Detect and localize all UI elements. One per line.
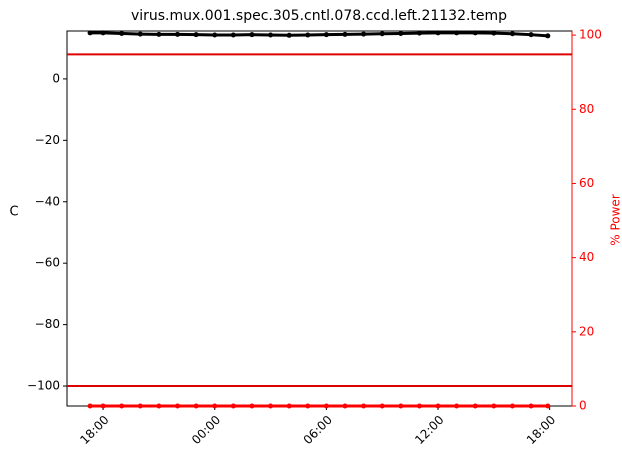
y-tick-label: −20: [35, 133, 60, 147]
y-tick-label: 0: [52, 71, 60, 85]
data-point: [249, 403, 255, 409]
data-point: [137, 403, 143, 409]
data-point: [361, 31, 367, 37]
data-point: [323, 403, 329, 409]
data-point: [379, 403, 385, 409]
data-point: [342, 31, 348, 37]
data-point: [87, 30, 93, 36]
y2-tick-label: 40: [579, 250, 594, 264]
y2-tick-label: 100: [579, 28, 602, 42]
x-tick-label: 18:00: [524, 413, 558, 447]
data-point: [100, 403, 106, 409]
y2-tick-label: 80: [579, 102, 594, 116]
series-line: [90, 31, 548, 38]
data-point: [87, 403, 93, 409]
data-point: [156, 31, 162, 37]
y2-tick-label: 60: [579, 176, 594, 190]
data-point: [398, 30, 404, 36]
data-point: [509, 403, 515, 409]
data-point: [286, 32, 292, 38]
x-tick-label: 00:00: [189, 413, 223, 447]
y2-tick-label: 0: [579, 399, 587, 413]
data-point: [212, 32, 218, 38]
data-point: [491, 403, 497, 409]
data-point: [545, 403, 551, 409]
data-point: [435, 403, 441, 409]
data-point: [193, 403, 199, 409]
data-point: [268, 403, 274, 409]
y-tick-label: −100: [27, 379, 60, 393]
plot-frame: [66, 30, 573, 407]
data-point: [509, 31, 515, 37]
data-point: [545, 33, 551, 39]
y-tick-label: −60: [35, 256, 60, 270]
y-tick-label: −40: [35, 194, 60, 208]
data-point: [472, 403, 478, 409]
data-point: [100, 30, 106, 36]
data-point: [230, 32, 236, 38]
data-point: [212, 403, 218, 409]
data-point: [416, 403, 422, 409]
chart-title: virus.mux.001.spec.305.cntl.078.ccd.left…: [131, 8, 507, 24]
data-point: [305, 403, 311, 409]
data-point: [119, 30, 125, 36]
data-point: [528, 403, 534, 409]
data-point: [379, 31, 385, 37]
data-point: [193, 32, 199, 38]
data-point: [305, 32, 311, 38]
data-point: [156, 403, 162, 409]
data-point: [435, 30, 441, 36]
data-point: [528, 32, 534, 38]
y-tick-label: −80: [35, 317, 60, 331]
y2-tick-label: 20: [579, 324, 594, 338]
data-point: [175, 403, 181, 409]
data-point: [454, 30, 460, 36]
data-point: [286, 403, 292, 409]
data-point: [230, 403, 236, 409]
data-point: [175, 31, 181, 37]
x-tick-label: 18:00: [77, 413, 111, 447]
y-axis-label: C: [9, 205, 18, 220]
data-point: [398, 403, 404, 409]
x-tick-label: 06:00: [301, 413, 335, 447]
data-point: [454, 403, 460, 409]
data-point: [137, 31, 143, 37]
data-point: [323, 32, 329, 38]
data-point: [491, 30, 497, 36]
data-point: [361, 403, 367, 409]
data-point: [119, 403, 125, 409]
data-point: [342, 403, 348, 409]
x-tick-label: 12:00: [412, 413, 446, 447]
data-point: [416, 30, 422, 36]
y2-axis-label: % Power: [609, 194, 622, 246]
data-point: [249, 32, 255, 38]
data-point: [268, 32, 274, 38]
data-point: [472, 30, 478, 36]
